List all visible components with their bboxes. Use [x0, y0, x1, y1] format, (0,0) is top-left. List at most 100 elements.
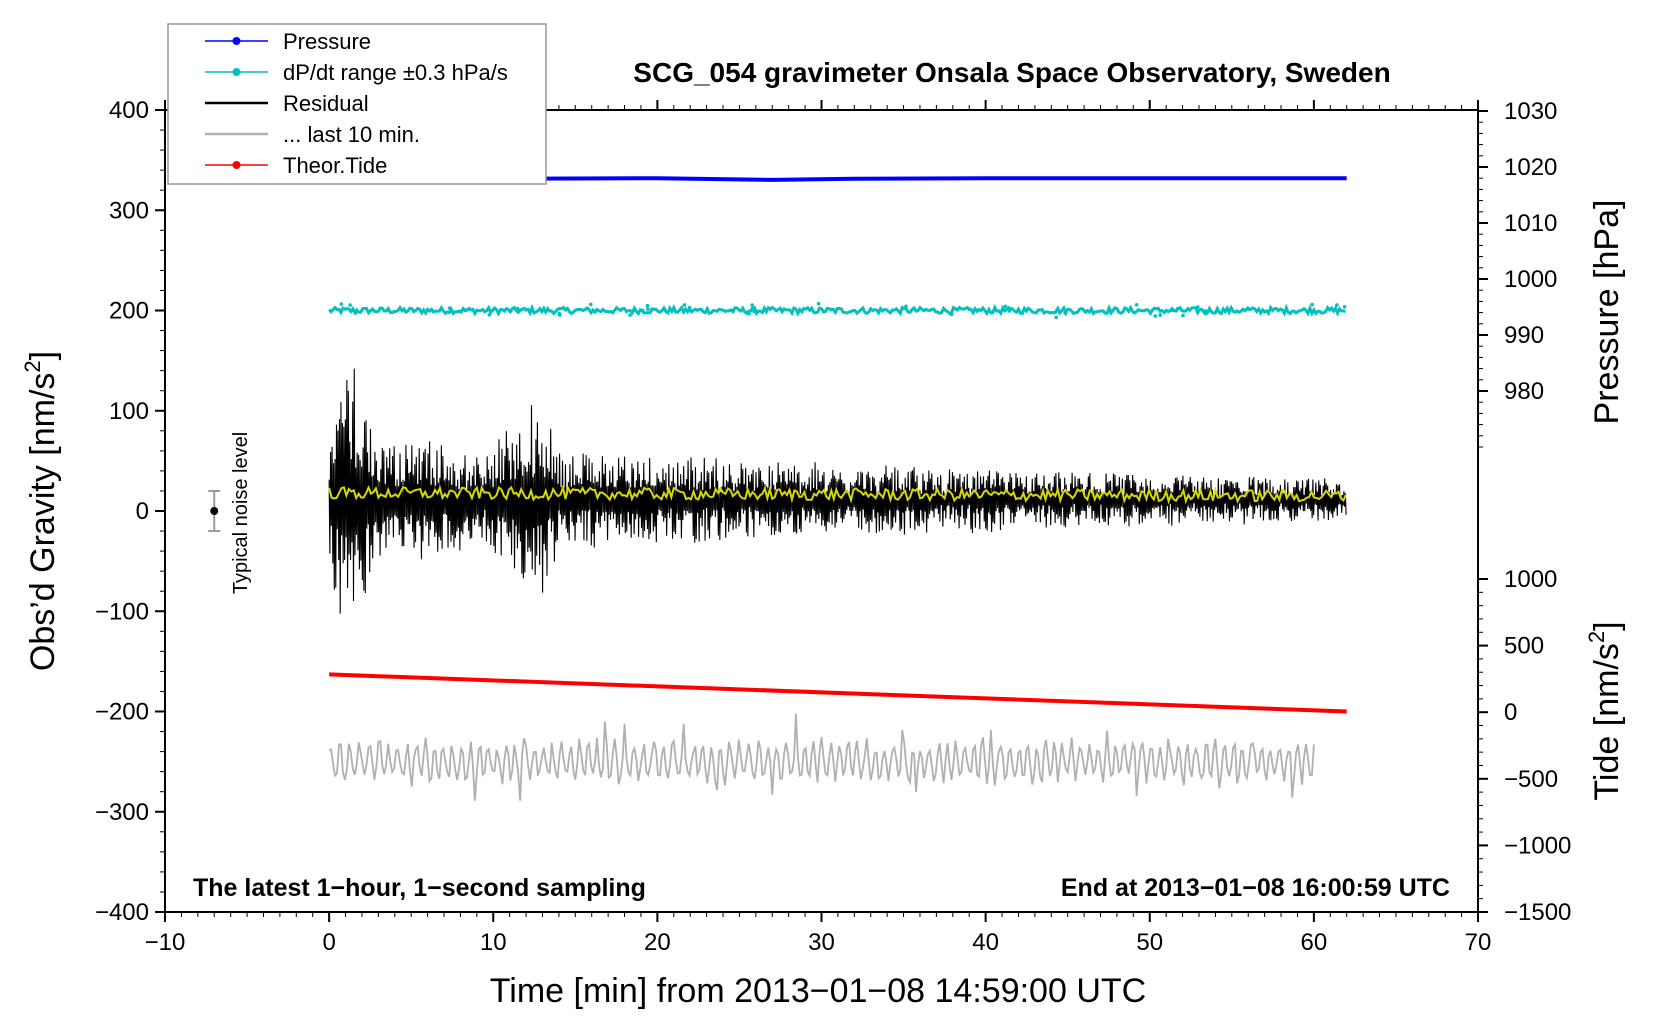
dpdt-point	[447, 306, 452, 310]
dpdt-point	[1246, 306, 1250, 310]
x-tick-label: 40	[972, 929, 999, 956]
y-axis-label-pressure: Pressure [hPa]	[1588, 200, 1626, 425]
x-tick-label: 50	[1136, 929, 1163, 956]
y-axis-label-tide: Tide [nm/s2]	[1584, 621, 1626, 800]
y-axis-label-left-end: ]	[24, 351, 62, 360]
dpdt-point	[557, 311, 562, 316]
dpdt-point	[588, 302, 593, 307]
y-axis-label-left: Obs’d Gravity [nm/s2]	[20, 351, 62, 671]
noise-label: Typical noise level	[230, 432, 252, 594]
x-axis-label: Time [min] from 2013−01−08 14:59:00 UTC	[490, 972, 1146, 1010]
note-left: The latest 1−hour, 1−second sampling	[193, 874, 646, 902]
tide-tick-label: 500	[1504, 633, 1544, 660]
legend-marker	[232, 37, 241, 45]
legend-label: Theor.Tide	[283, 153, 387, 178]
dpdt-point	[949, 312, 954, 317]
legend: Pressure dP/dt range ±0.3 hPa/s Residual..…	[167, 23, 547, 185]
x-tick-label: 20	[644, 929, 671, 956]
dpdt-point	[1054, 315, 1058, 320]
ticks-layer: −10 0 10 20 30 40 50 60 704003002001000−100−200−…	[95, 97, 1571, 956]
dpdt-point	[829, 307, 833, 312]
dpdt-point	[1196, 305, 1200, 309]
dpdt-point	[646, 307, 650, 311]
dpdt-point	[904, 304, 908, 309]
dpdt-point	[1335, 303, 1339, 307]
dpdt-point	[816, 301, 821, 306]
tide-tick-label: 1000	[1504, 566, 1557, 593]
y-tick-label: −400	[95, 899, 149, 926]
dpdt-point	[1158, 313, 1163, 317]
y-tick-label: −200	[95, 699, 149, 726]
legend-marker	[232, 68, 241, 76]
tide-tick-label: −1500	[1504, 899, 1571, 926]
dpdt-point	[1063, 311, 1067, 315]
pressure-tick-label: 990	[1504, 322, 1544, 349]
dpdt-point	[752, 309, 756, 314]
pressure-tick-label: 1030	[1504, 98, 1557, 125]
dpdt-point	[1169, 308, 1174, 313]
dpdt-point	[462, 307, 467, 312]
legend-items: Pressure dP/dt range ±0.3 hPa/s Residual..…	[205, 29, 508, 178]
y-tick-label: −300	[95, 799, 149, 826]
dpdt-point	[750, 303, 754, 307]
dpdt-point	[1203, 311, 1208, 316]
tide-tick-label: −1000	[1504, 832, 1571, 859]
y-tick-label: 400	[109, 97, 149, 124]
y-axis-label-tide-sup: 2	[1584, 631, 1609, 643]
tide-tick-label: 0	[1504, 699, 1517, 726]
dpdt-point	[682, 303, 687, 307]
x-tick-label: 30	[808, 929, 835, 956]
dpdt-line	[328, 303, 1346, 317]
dpdt-point	[1181, 313, 1185, 318]
y-axis-label-tide-end: ]	[1588, 621, 1626, 630]
x-tick-label: 10	[480, 929, 507, 956]
y-tick-label: −100	[95, 598, 149, 625]
residual-line	[328, 368, 1347, 614]
legend-marker	[232, 161, 241, 169]
dpdt-point	[687, 305, 692, 310]
y-tick-label: 200	[109, 298, 149, 325]
y-axis-label-left-main: Obs’d Gravity [nm/s	[24, 373, 62, 672]
dpdt-point	[1003, 304, 1008, 309]
legend-label: ... last 10 min.	[283, 122, 420, 147]
legend-label: Pressure	[283, 29, 371, 54]
y-tick-label: 300	[109, 197, 149, 224]
tide-tick-label: −500	[1504, 766, 1558, 793]
dpdt-point	[1134, 302, 1139, 307]
dpdt-point	[628, 313, 632, 317]
y-tick-label: 100	[109, 398, 149, 425]
pressure-tick-label: 980	[1504, 378, 1544, 405]
x-tick-label: 0	[322, 929, 335, 956]
last10-line	[328, 713, 1315, 801]
x-tick-label: 60	[1301, 929, 1328, 956]
dpdt-point	[487, 312, 492, 317]
pressure-tick-label: 1020	[1504, 154, 1557, 181]
dpdt-point	[1175, 306, 1180, 311]
residual-smoothed-line	[328, 484, 1347, 505]
dpdt-point	[1153, 314, 1158, 318]
dpdt-point	[353, 311, 358, 315]
dpdt-point	[967, 307, 972, 311]
dpdt-point	[1342, 305, 1347, 309]
dpdt-point	[1310, 302, 1314, 307]
legend-label: Residual	[283, 91, 369, 116]
x-tick-label: −10	[145, 929, 186, 956]
tide-line	[329, 672, 1347, 714]
legend-label: dP/dt range ±0.3 hPa/s	[283, 60, 508, 85]
pressure-tick-label: 1010	[1504, 210, 1557, 237]
y-tick-label: 0	[136, 498, 149, 525]
dpdt-point	[339, 302, 344, 306]
noise-marker-group	[208, 489, 221, 533]
pressure-tick-label: 1000	[1504, 266, 1557, 293]
y-axis-label-left-sup: 2	[20, 360, 45, 372]
x-tick-label: 70	[1465, 929, 1492, 956]
y-axis-label-tide-main: Tide [nm/s	[1588, 643, 1626, 800]
chart-title: SCG_054 gravimeter Onsala Space Observat…	[633, 57, 1390, 88]
dpdt-point	[348, 303, 352, 307]
dpdt-point	[747, 311, 751, 316]
dpdt-point	[640, 308, 645, 313]
noise-point	[210, 507, 219, 515]
note-right: End at 2013−01−08 16:00:59 UTC	[1061, 874, 1450, 902]
dpdt-point	[1007, 309, 1012, 313]
